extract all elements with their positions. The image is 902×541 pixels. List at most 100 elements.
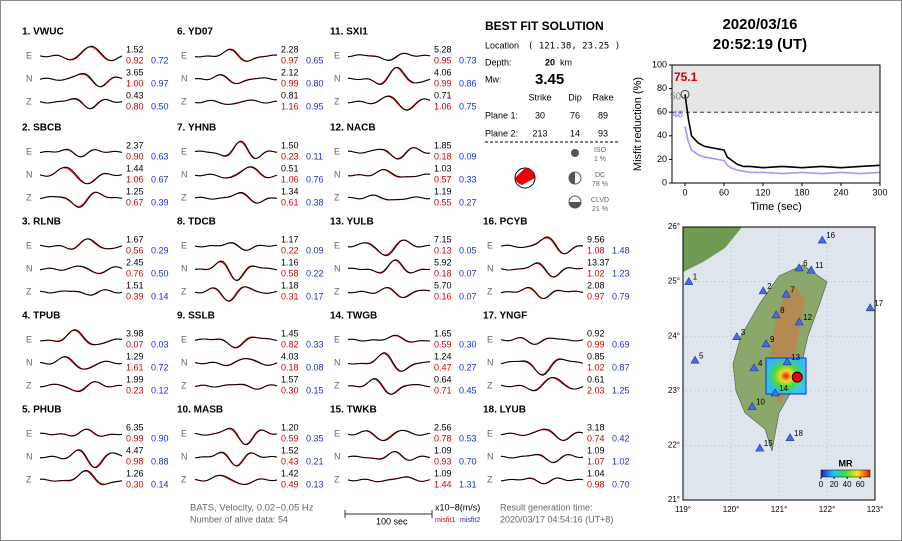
misfit2: 0.39	[151, 197, 169, 207]
map-x-label: 120°	[723, 505, 740, 514]
units-text: x10−8(m/s)	[435, 502, 480, 512]
amplitude: 3.18	[587, 422, 605, 432]
misfit1: 0.97	[281, 55, 299, 65]
misfit2: 0.69	[612, 339, 630, 349]
generated-label: Result generation time:	[500, 502, 593, 512]
station-id: 13	[791, 353, 800, 362]
amplitude: 1.65	[434, 328, 452, 338]
observed-trace	[347, 451, 431, 461]
observed-trace	[39, 97, 123, 110]
observed-trace	[347, 334, 431, 343]
depth-unit: km	[560, 57, 572, 67]
location-label: Location	[485, 40, 519, 50]
station-label: 15. TWKB	[330, 405, 377, 416]
map-y-label: 22°	[668, 441, 680, 450]
misfit1: 0.97	[587, 291, 605, 301]
component-label: E	[181, 334, 187, 344]
series-line	[684, 94, 881, 169]
misfit2: 0.90	[151, 433, 169, 443]
misfit1: 0.13	[434, 245, 452, 255]
amplitude: 1.85	[434, 140, 452, 150]
x-tick-label: 120	[755, 187, 770, 197]
observed-trace	[347, 429, 431, 442]
observed-trace	[347, 239, 430, 257]
amplitude: 1.34	[281, 186, 299, 196]
station-marker	[749, 363, 759, 372]
plot-border	[671, 64, 881, 184]
component-label: Z	[487, 474, 493, 484]
misfit1: 0.58	[281, 268, 299, 278]
misfit2: 0.29	[151, 245, 169, 255]
colorbar-tick-label: 20	[830, 480, 839, 489]
misfit2: 0.05	[459, 245, 477, 255]
amplitude: 13.37	[587, 257, 610, 267]
misfit2: 0.14	[151, 291, 169, 301]
x-axis-label: Time (sec)	[750, 201, 802, 213]
component-label: E	[334, 334, 340, 344]
station-marker	[806, 265, 816, 274]
clvd-icon	[569, 202, 581, 208]
component-label: N	[26, 73, 33, 83]
station-id: 15	[764, 439, 773, 448]
misfit1-legend: misfit1	[435, 517, 455, 524]
component-label: E	[487, 240, 493, 250]
observed-trace	[194, 336, 278, 349]
component-label: Z	[26, 380, 32, 390]
best-point	[680, 89, 690, 99]
component-label: N	[181, 263, 188, 273]
misfit2: 0.09	[459, 151, 477, 161]
misfit1: 0.98	[587, 479, 605, 489]
observed-trace	[39, 289, 123, 296]
observed-trace	[194, 427, 278, 446]
component-label: N	[26, 451, 33, 461]
amplitude: 0.61	[587, 374, 605, 384]
amplitude: 1.24	[434, 351, 452, 361]
component-label: N	[487, 357, 494, 367]
amplitude: 1.44	[126, 163, 144, 173]
misfit2: 1.02	[612, 456, 630, 466]
colorbar-label: MR	[839, 458, 853, 468]
series-line	[684, 126, 881, 175]
station-label: 8. TDCB	[177, 217, 216, 228]
component-label: N	[487, 263, 494, 273]
location-value: ( 121.38, 23.25 )	[528, 42, 620, 52]
misfit1: 1.02	[587, 362, 605, 372]
plane-value: 89	[598, 110, 608, 120]
misfit1: 0.92	[126, 55, 144, 65]
station-id: 2	[767, 282, 772, 291]
observed-trace	[500, 376, 584, 392]
amplitude: 1.26	[126, 468, 144, 478]
observed-trace	[347, 67, 431, 86]
misfit2: 0.70	[612, 479, 630, 489]
component-label: N	[26, 169, 33, 179]
component-label: E	[26, 240, 32, 250]
component-label: N	[334, 73, 341, 83]
station-id: 14	[779, 384, 788, 393]
component-label: Z	[334, 192, 340, 202]
observed-trace	[194, 140, 278, 159]
station-marker	[747, 402, 757, 410]
station-marker	[755, 443, 765, 452]
observed-trace	[39, 265, 123, 275]
amplitude: 1.42	[281, 468, 299, 478]
observed-trace	[194, 74, 277, 85]
misfit2: 0.65	[306, 55, 324, 65]
misfit2: 0.63	[151, 151, 169, 161]
misfit1: 1.06	[434, 101, 452, 111]
misfit1: 2.03	[587, 385, 605, 395]
misfit1: 0.99	[587, 339, 605, 349]
observed-trace	[194, 260, 278, 282]
misfit2: 1.31	[459, 479, 477, 489]
observed-trace	[500, 262, 584, 278]
misfit1: 0.59	[281, 433, 299, 443]
station-id: 11	[815, 261, 824, 270]
station-label: 1. VWUC	[22, 27, 64, 38]
amplitude: 5.70	[434, 280, 452, 290]
solution-table: Strike Dip Rake Plane 1: 30 76 89 Plane 2: 213 14…	[485, 92, 614, 212]
station-id: 3	[741, 328, 746, 337]
station-label: 13. YULB	[330, 217, 374, 228]
component-label: E	[334, 428, 340, 438]
misfit1: 1.06	[281, 174, 299, 184]
misfit1: 0.93	[434, 456, 452, 466]
station-label: 18. LYUB	[483, 405, 526, 416]
